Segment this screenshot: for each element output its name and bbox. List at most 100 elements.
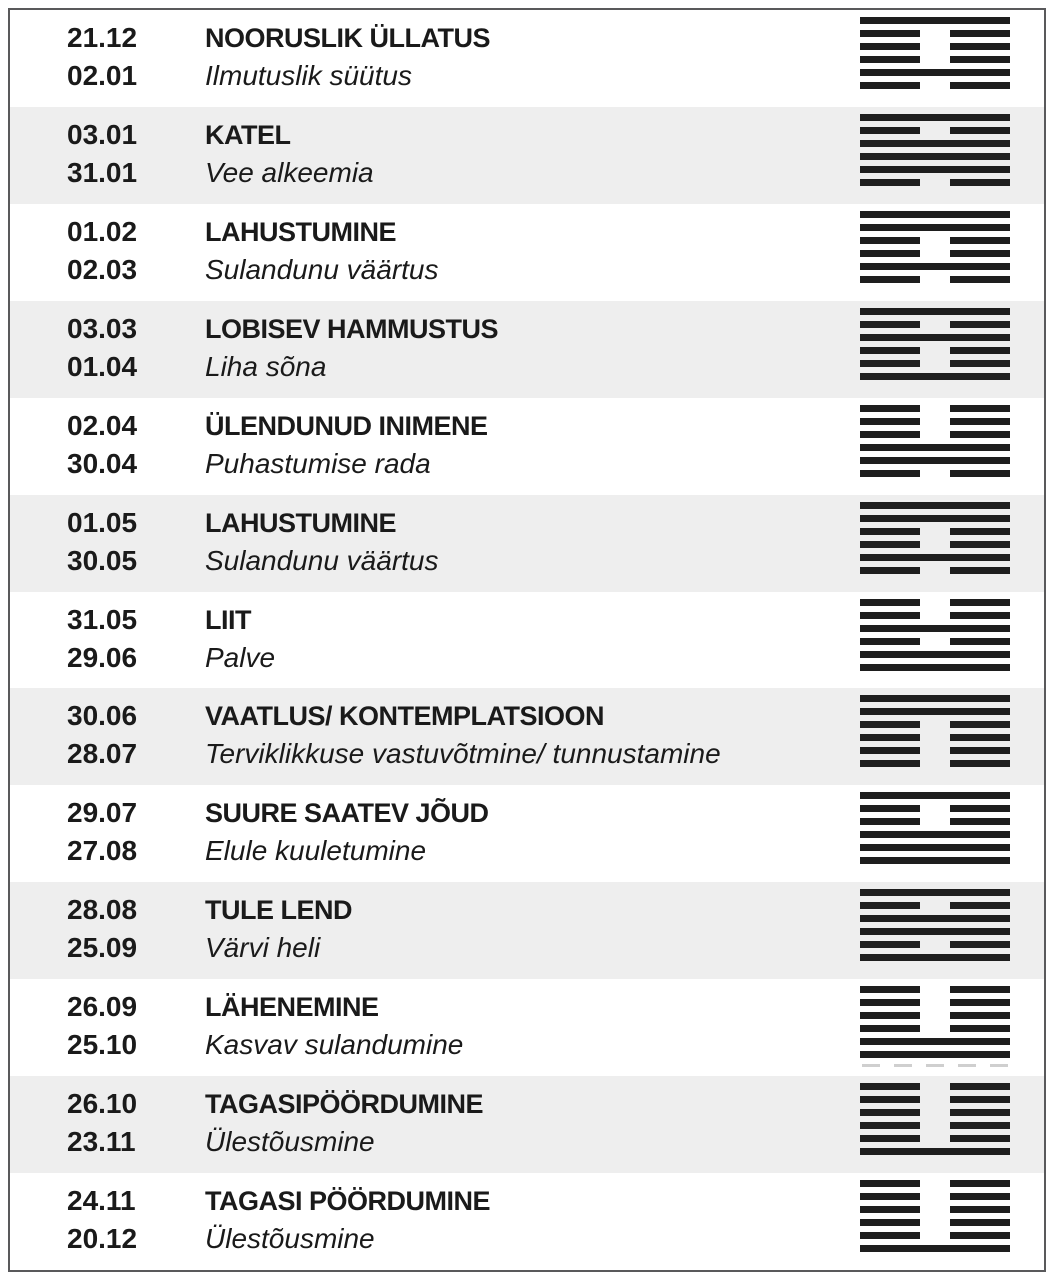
hexagram-broken-line [860, 276, 1010, 283]
period-text: LAHUSTUMINE Sulandunu väärtus [205, 213, 860, 289]
hexagram-solid-line [860, 792, 1010, 800]
calendar-row: 29.07 27.08 SUURE SAATEV JÕUD Elule kuul… [10, 785, 1044, 882]
hexagram-cell [860, 599, 1010, 671]
period-text: LIIT Palve [205, 601, 860, 677]
hexagram-icon [860, 113, 1010, 186]
hexagram-solid-line [860, 650, 1010, 658]
hexagram-solid-line [860, 443, 1010, 451]
hexagram-solid-line [860, 831, 1010, 839]
end-date: 27.08 [67, 835, 138, 867]
end-date: 28.07 [67, 738, 138, 770]
calendar-row: 21.12 02.01 NOORUSLIK ÜLLATUS Ilmutuslik… [10, 10, 1044, 107]
end-date: 20.12 [67, 1223, 138, 1255]
hexagram-solid-line [860, 165, 1010, 173]
hexagram-solid-line [860, 954, 1010, 962]
period-title: LÄHENEMINE [205, 992, 379, 1023]
date-range: 26.10 23.11 [67, 1085, 205, 1161]
ghost-dash [862, 1064, 880, 1068]
hexagram-solid-line [860, 456, 1010, 464]
period-subtitle: Elule kuuletumine [205, 835, 427, 867]
date-range: 31.05 29.06 [67, 601, 205, 677]
hexagram-broken-line [860, 805, 1010, 812]
period-subtitle: Ilmutuslik süütus [205, 60, 412, 91]
calendar-row: 26.09 25.10 LÄHENEMINE Kasvav sulandumin… [10, 979, 1044, 1076]
hexagram-solid-line [860, 889, 1010, 897]
period-title: LAHUSTUMINE [205, 216, 397, 247]
hexagram-solid-line [860, 1148, 1010, 1156]
period-text: SUURE SAATEV JÕUD Elule kuuletumine [205, 794, 860, 870]
start-date: 21.12 [67, 22, 138, 53]
hexagram-broken-line [860, 360, 1010, 367]
hexagram-cell [860, 792, 1010, 865]
calendar-row: 01.02 02.03 LAHUSTUMINE Sulandunu väärtu… [10, 204, 1044, 301]
hexagram-icon [860, 986, 1010, 1059]
end-date: 30.04 [67, 447, 138, 479]
hexagram-broken-line [860, 1219, 1010, 1226]
hexagram-icon [860, 17, 1010, 89]
start-date: 03.03 [67, 312, 138, 344]
end-date: 23.11 [67, 1126, 136, 1158]
hexagram-broken-line [860, 1135, 1010, 1142]
period-subtitle: Kasvav sulandumine [205, 1029, 464, 1061]
hexagram-broken-line [860, 999, 1010, 1006]
hexagram-solid-line [860, 553, 1010, 561]
period-subtitle: Ülestõusmine [205, 1126, 375, 1158]
period-subtitle: Palve [205, 641, 276, 673]
hexagram-solid-line [860, 223, 1010, 231]
period-title: TULE LEND [205, 895, 353, 926]
end-date: 01.04 [67, 350, 138, 382]
period-text: LAHUSTUMINE Sulandunu väärtus [205, 504, 860, 580]
hexagram-broken-line [860, 1180, 1010, 1187]
date-range: 01.02 02.03 [67, 213, 205, 289]
start-date: 24.11 [67, 1185, 136, 1217]
hexagram-icon [860, 501, 1010, 574]
hexagram-cell [860, 17, 1010, 89]
hexagram-icon [860, 889, 1010, 962]
end-date: 25.10 [67, 1029, 138, 1061]
period-title: TAGASIPÖÖRDUMINE [205, 1089, 484, 1120]
hexagram-cell [860, 113, 1010, 186]
hexagram-solid-line [860, 1245, 1010, 1253]
period-text: LOBISEV HAMMUSTUS Liha sõna [205, 310, 860, 386]
hexagram-solid-line [860, 152, 1010, 160]
period-text: TAGASI PÖÖRDUMINE Ülestõusmine [205, 1182, 860, 1258]
period-text: ÜLENDUNUD INIMENE Puhastumise rada [205, 407, 860, 483]
period-text: TULE LEND Värvi heli [205, 891, 860, 967]
hexagram-broken-line [860, 818, 1010, 825]
period-subtitle: Sulandunu väärtus [205, 544, 439, 576]
hexagram-solid-line [860, 695, 1010, 703]
hexagram-solid-line [860, 1038, 1010, 1046]
end-date: 25.09 [67, 932, 138, 964]
period-subtitle: Puhastumise rada [205, 447, 431, 479]
end-date: 30.05 [67, 544, 138, 576]
hexagram-cell [860, 889, 1010, 962]
hexagram-broken-line [860, 347, 1010, 354]
ghost-dash [958, 1064, 976, 1068]
date-range: 03.03 01.04 [67, 310, 205, 386]
hexagram-broken-line [860, 612, 1010, 619]
calendar-row: 01.05 30.05 LAHUSTUMINE Sulandunu väärtu… [10, 494, 1044, 592]
period-title: LIIT [205, 604, 252, 635]
hexagram-cell [860, 1083, 1010, 1156]
hexagram-broken-line [860, 1025, 1010, 1032]
hexagram-solid-line [860, 857, 1010, 865]
period-title: LAHUSTUMINE [205, 507, 397, 538]
hexagram-cell [860, 210, 1010, 283]
hexagram-icon [860, 1083, 1010, 1156]
period-text: TAGASIPÖÖRDUMINE Ülestõusmine [205, 1085, 860, 1161]
hexagram-solid-line [860, 69, 1010, 76]
date-range: 01.05 30.05 [67, 504, 205, 580]
calendar-rows: 21.12 02.01 NOORUSLIK ÜLLATUS Ilmutuslik… [10, 10, 1044, 1270]
hexagram-broken-line [860, 1083, 1010, 1090]
period-subtitle: Vee alkeemia [205, 156, 374, 188]
date-range: 02.04 30.04 [67, 407, 205, 483]
hexagram-solid-line [860, 928, 1010, 936]
calendar-row: 30.06 28.07 VAATLUS/ KONTEMPLATSIOON Ter… [10, 688, 1044, 786]
calendar-row: 03.03 01.04 LOBISEV HAMMUSTUS Liha sõna [10, 300, 1044, 398]
hexagram-broken-line [860, 721, 1010, 728]
hexagram-icon [860, 210, 1010, 283]
hexagram-solid-line [860, 663, 1010, 671]
calendar-row: 28.08 25.09 TULE LEND Värvi heli [10, 882, 1044, 980]
period-title: TAGASI PÖÖRDUMINE [205, 1186, 491, 1217]
hexagram-broken-line [860, 760, 1010, 767]
